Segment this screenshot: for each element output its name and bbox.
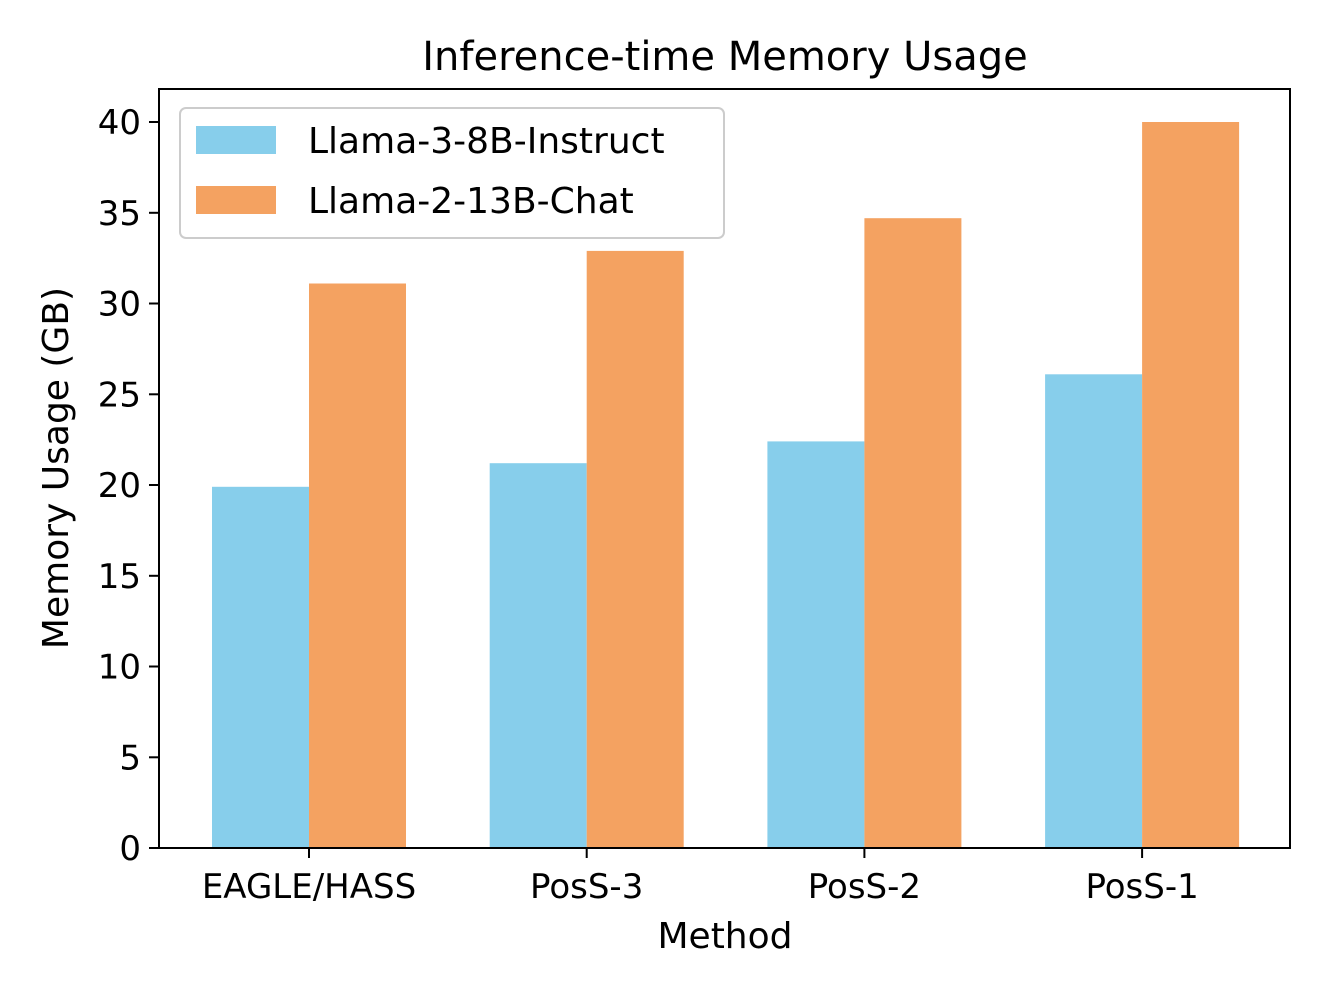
y-tick-label-35: 35 [98, 194, 141, 234]
bar-llama-2-13b-chat-poss-3 [586, 250, 684, 848]
bar-llama-2-13b-chat-poss-2 [864, 218, 962, 848]
y-tick-label-20: 20 [98, 466, 141, 506]
x-tick-label-poss-3: PosS-3 [530, 867, 643, 907]
y-tick-label-10: 10 [98, 648, 141, 688]
y-tick-label-30: 30 [98, 285, 141, 325]
bar-llama-3-8b-instruct-poss-1 [1045, 374, 1143, 848]
bar-llama-3-8b-instruct-poss-2 [767, 441, 865, 848]
x-tick-label-eagle-hass: EAGLE/HASS [202, 867, 416, 907]
x-tick-label-poss-1: PosS-1 [1085, 867, 1198, 907]
legend-swatch-llama-3-8b-instruct [196, 126, 276, 154]
y-tick-label-25: 25 [98, 375, 141, 415]
x-axis-label: Method [657, 916, 792, 957]
bar-llama-3-8b-instruct-poss-3 [489, 463, 587, 848]
y-axis-ticks: 0 5 10 15 20 25 30 35 40 [98, 103, 159, 869]
chart-title: Inference-time Memory Usage [422, 34, 1028, 80]
legend: Llama-3-8B-Instruct Llama-2-13B-Chat [179, 107, 725, 239]
y-tick-label-5: 5 [119, 738, 141, 778]
y-tick-label-40: 40 [98, 103, 141, 143]
bars-group [212, 122, 1240, 848]
bar-llama-2-13b-chat-poss-1 [1142, 122, 1240, 848]
y-tick-label-15: 15 [98, 557, 141, 597]
y-tick-label-0: 0 [119, 829, 141, 869]
x-axis-ticks: EAGLE/HASS PosS-3 PosS-2 PosS-1 [202, 848, 1199, 907]
legend-label-llama-2-13b-chat: Llama-2-13B-Chat [308, 181, 634, 222]
legend-label-llama-3-8b-instruct: Llama-3-8B-Instruct [308, 121, 665, 162]
bar-llama-3-8b-instruct-eagle-hass [212, 486, 309, 848]
legend-swatch-llama-2-13b-chat [196, 186, 276, 214]
plot-frame [158, 88, 1291, 849]
bar-llama-2-13b-chat-eagle-hass [309, 283, 406, 848]
x-tick-label-poss-2: PosS-2 [808, 867, 921, 907]
legend-frame [179, 107, 725, 239]
y-axis-label: Memory Usage (GB) [36, 287, 77, 649]
